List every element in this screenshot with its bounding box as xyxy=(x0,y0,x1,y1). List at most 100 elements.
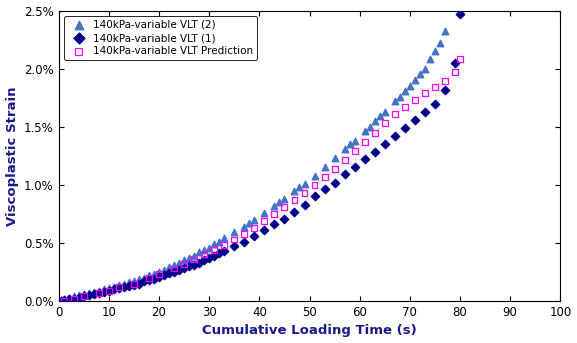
140kPa-variable VLT (2) xyxy=(300,181,309,187)
140kPa-variable VLT (2) xyxy=(295,185,304,190)
140kPa-variable VLT (1) xyxy=(410,117,419,122)
140kPa-variable VLT (2) xyxy=(205,245,214,250)
140kPa-variable VLT (1) xyxy=(159,273,168,278)
140kPa-variable VLT (2) xyxy=(250,217,259,223)
140kPa-variable VLT Prediction xyxy=(69,296,78,301)
140kPa-variable VLT Prediction xyxy=(94,290,103,296)
140kPa-variable VLT (2) xyxy=(164,264,174,270)
140kPa-variable VLT (1) xyxy=(451,60,460,66)
140kPa-variable VLT (1) xyxy=(340,172,349,177)
140kPa-variable VLT (2) xyxy=(400,88,410,94)
140kPa-variable VLT (2) xyxy=(375,114,384,119)
140kPa-variable VLT (2) xyxy=(119,281,129,286)
140kPa-variable VLT (1) xyxy=(194,260,204,265)
140kPa-variable VLT (2) xyxy=(170,262,179,268)
140kPa-variable VLT (1) xyxy=(109,287,118,292)
140kPa-variable VLT (2) xyxy=(179,258,189,263)
140kPa-variable VLT (2) xyxy=(365,124,374,130)
140kPa-variable VLT (2) xyxy=(189,253,198,259)
140kPa-variable VLT Prediction xyxy=(144,275,153,281)
140kPa-variable VLT (1) xyxy=(129,282,138,287)
140kPa-variable VLT Prediction xyxy=(189,257,198,262)
140kPa-variable VLT Prediction xyxy=(455,57,464,62)
140kPa-variable VLT Prediction xyxy=(239,231,249,236)
140kPa-variable VLT (2) xyxy=(370,118,379,124)
140kPa-variable VLT (2) xyxy=(390,98,399,104)
140kPa-variable VLT (1) xyxy=(99,289,108,295)
140kPa-variable VLT (1) xyxy=(370,150,379,155)
140kPa-variable VLT (2) xyxy=(129,279,138,284)
140kPa-variable VLT Prediction xyxy=(220,243,229,248)
140kPa-variable VLT Prediction xyxy=(320,174,329,179)
140kPa-variable VLT (2) xyxy=(320,165,329,170)
140kPa-variable VLT Prediction xyxy=(270,211,279,217)
140kPa-variable VLT (2) xyxy=(239,224,249,229)
140kPa-variable VLT (1) xyxy=(200,258,209,263)
140kPa-variable VLT (2) xyxy=(69,294,78,299)
140kPa-variable VLT (1) xyxy=(69,296,78,301)
140kPa-variable VLT (2) xyxy=(185,255,194,261)
140kPa-variable VLT (1) xyxy=(390,133,399,139)
140kPa-variable VLT (2) xyxy=(260,210,269,215)
140kPa-variable VLT Prediction xyxy=(400,104,410,110)
140kPa-variable VLT (1) xyxy=(250,233,259,239)
140kPa-variable VLT (2) xyxy=(174,260,183,265)
140kPa-variable VLT (2) xyxy=(155,269,164,275)
140kPa-variable VLT (2) xyxy=(435,40,444,46)
Y-axis label: Viscoplastic Strain: Viscoplastic Strain xyxy=(6,86,18,226)
140kPa-variable VLT (1) xyxy=(290,209,299,214)
140kPa-variable VLT Prediction xyxy=(170,266,179,271)
140kPa-variable VLT (1) xyxy=(209,253,219,259)
140kPa-variable VLT (1) xyxy=(140,279,149,284)
140kPa-variable VLT (2) xyxy=(144,273,153,278)
140kPa-variable VLT (1) xyxy=(440,87,449,92)
140kPa-variable VLT (2) xyxy=(104,285,114,291)
140kPa-variable VLT (2) xyxy=(94,288,103,293)
140kPa-variable VLT (2) xyxy=(74,293,84,298)
Legend: 140kPa-variable VLT (2), 140kPa-variable VLT (1), 140kPa-variable VLT Prediction: 140kPa-variable VLT (2), 140kPa-variable… xyxy=(64,16,257,60)
140kPa-variable VLT Prediction xyxy=(310,182,319,188)
140kPa-variable VLT (2) xyxy=(114,282,123,287)
140kPa-variable VLT (1) xyxy=(114,285,123,291)
140kPa-variable VLT (1) xyxy=(155,274,164,279)
140kPa-variable VLT (1) xyxy=(74,295,84,300)
140kPa-variable VLT (2) xyxy=(350,138,359,143)
140kPa-variable VLT (2) xyxy=(59,296,68,301)
140kPa-variable VLT (2) xyxy=(420,66,429,71)
140kPa-variable VLT (2) xyxy=(194,249,204,255)
140kPa-variable VLT (2) xyxy=(134,276,144,282)
140kPa-variable VLT (1) xyxy=(185,263,194,269)
140kPa-variable VLT (2) xyxy=(270,203,279,209)
140kPa-variable VLT Prediction xyxy=(200,252,209,257)
140kPa-variable VLT Prediction xyxy=(300,190,309,196)
140kPa-variable VLT (2) xyxy=(440,29,449,34)
140kPa-variable VLT (2) xyxy=(415,72,425,77)
140kPa-variable VLT (2) xyxy=(57,297,66,303)
140kPa-variable VLT (1) xyxy=(420,109,429,114)
140kPa-variable VLT (1) xyxy=(270,222,279,227)
140kPa-variable VLT (1) xyxy=(220,248,229,254)
140kPa-variable VLT (1) xyxy=(59,297,68,303)
140kPa-variable VLT (1) xyxy=(310,194,319,199)
140kPa-variable VLT (1) xyxy=(124,283,133,289)
140kPa-variable VLT (2) xyxy=(200,247,209,253)
140kPa-variable VLT (2) xyxy=(290,188,299,193)
140kPa-variable VLT Prediction xyxy=(179,261,189,267)
140kPa-variable VLT (1) xyxy=(239,239,249,245)
140kPa-variable VLT (1) xyxy=(380,141,389,147)
140kPa-variable VLT (2) xyxy=(340,146,349,152)
140kPa-variable VLT (2) xyxy=(245,221,254,226)
140kPa-variable VLT Prediction xyxy=(260,218,269,224)
140kPa-variable VLT (1) xyxy=(94,290,103,296)
140kPa-variable VLT (2) xyxy=(345,141,354,147)
140kPa-variable VLT Prediction xyxy=(104,288,114,293)
140kPa-variable VLT Prediction xyxy=(370,130,379,135)
140kPa-variable VLT (2) xyxy=(395,94,404,99)
140kPa-variable VLT Prediction xyxy=(79,294,88,299)
140kPa-variable VLT (2) xyxy=(124,280,133,285)
140kPa-variable VLT (2) xyxy=(275,200,284,205)
140kPa-variable VLT (1) xyxy=(179,266,189,271)
140kPa-variable VLT (1) xyxy=(260,227,269,233)
140kPa-variable VLT (1) xyxy=(89,291,99,297)
140kPa-variable VLT (2) xyxy=(430,48,440,54)
